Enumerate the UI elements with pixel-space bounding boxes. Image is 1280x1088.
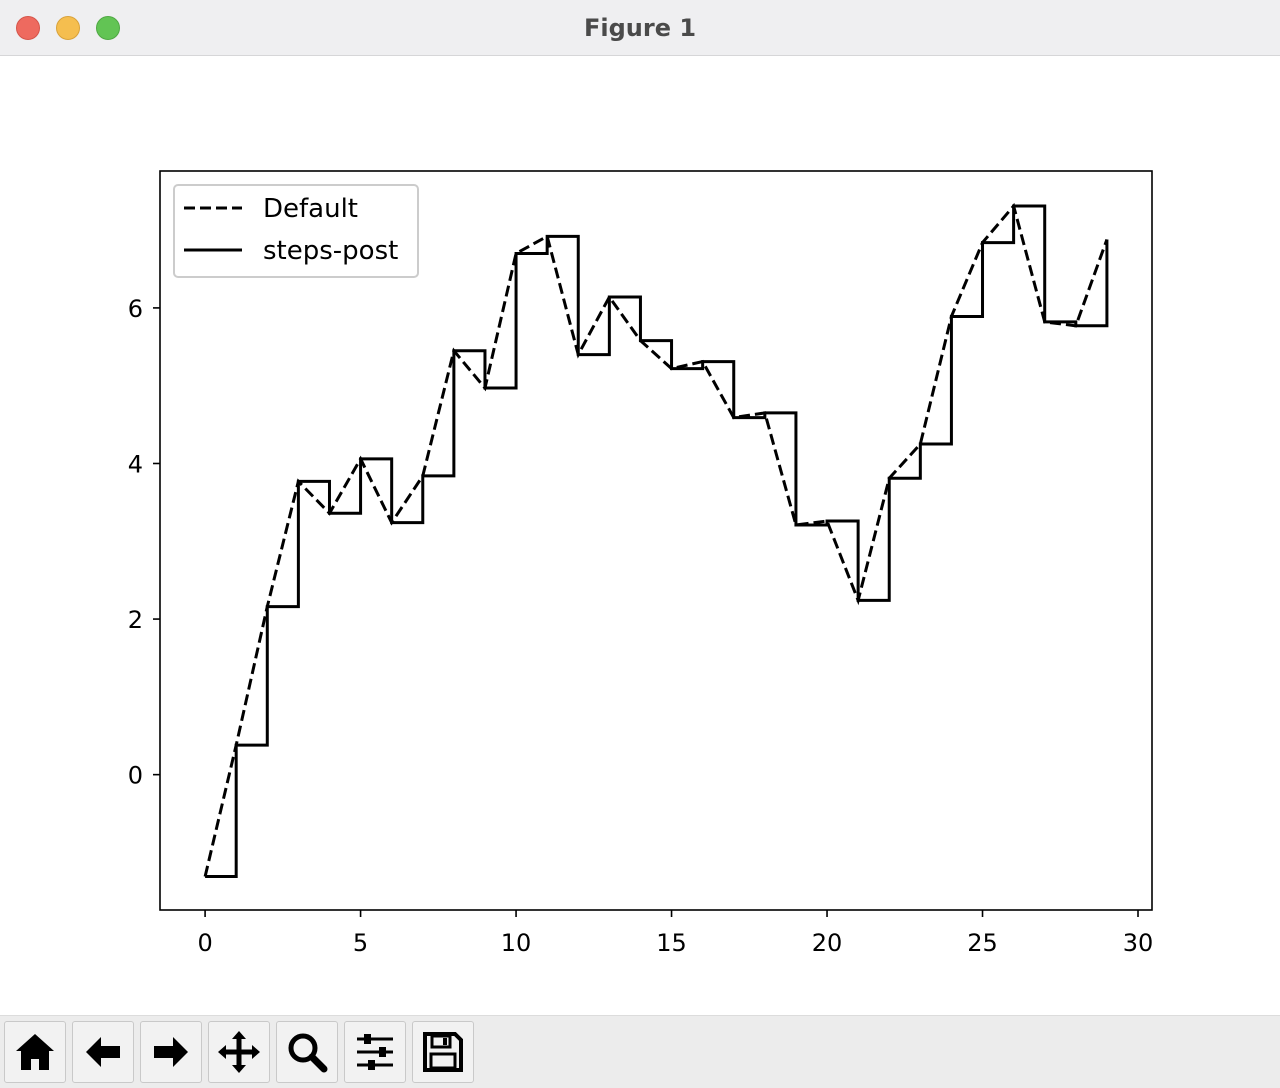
forward-button[interactable] (140, 1021, 202, 1083)
arrow-right-icon (154, 1037, 188, 1067)
window-titlebar: Figure 1 (0, 0, 1280, 56)
window-title: Figure 1 (583, 14, 697, 42)
x-tick-label: 20 (812, 929, 843, 957)
y-tick-label: 2 (128, 606, 143, 634)
y-axis: 0 2 4 6 (128, 295, 160, 790)
configure-subplots-button[interactable] (344, 1021, 406, 1083)
back-button[interactable] (72, 1021, 134, 1083)
y-tick-label: 0 (128, 762, 143, 790)
pan-button[interactable] (208, 1021, 270, 1083)
series-layer (203, 202, 1109, 879)
plot-area (160, 171, 1152, 910)
y-tick-label: 6 (128, 295, 143, 323)
floppy-disk-icon (423, 1032, 463, 1072)
legend: Default steps-post (173, 184, 419, 278)
zoom-button[interactable] (276, 1021, 338, 1083)
x-tick-label: 15 (656, 929, 687, 957)
arrow-left-icon (86, 1037, 120, 1067)
x-tick-label: 25 (967, 929, 998, 957)
x-tick-label: 30 (1123, 929, 1154, 957)
navigation-toolbar (0, 1015, 1280, 1088)
legend-label: steps-post (263, 236, 398, 266)
x-axis: 0 5 10 15 20 25 30 (197, 910, 1153, 957)
x-tick-label: 10 (501, 929, 532, 957)
legend-label: Default (263, 194, 358, 224)
x-tick-label: 5 (353, 929, 368, 957)
sliders-icon (357, 1034, 393, 1070)
y-tick-label: 4 (128, 450, 143, 478)
save-button[interactable] (412, 1021, 474, 1083)
close-window-button[interactable] (16, 16, 40, 40)
magnifier-icon (288, 1033, 328, 1073)
move-icon (218, 1031, 260, 1073)
minimize-window-button[interactable] (56, 16, 80, 40)
home-icon (16, 1034, 54, 1070)
chart-svg: 0 5 10 15 20 25 30 0 2 4 6 Default steps-post (128, 170, 1153, 957)
series-line-default (203, 202, 1109, 877)
series-line-steps-post (205, 204, 1109, 879)
plot-frame (159, 170, 1153, 911)
maximize-window-button[interactable] (96, 16, 120, 40)
home-button[interactable] (4, 1021, 66, 1083)
x-tick-label: 0 (197, 929, 212, 957)
figure-canvas: 0 5 10 15 20 25 30 0 2 4 6 Default steps-post (0, 57, 1280, 1015)
